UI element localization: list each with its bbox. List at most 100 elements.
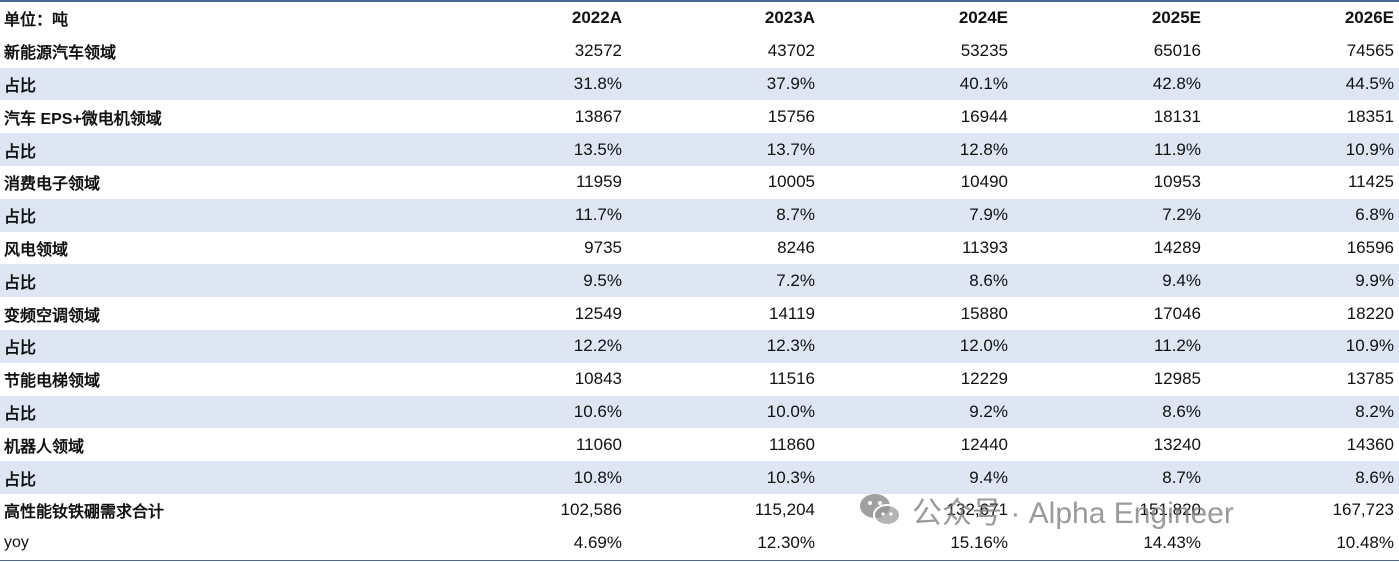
- table-row: 占比 9.5% 7.2% 8.6% 9.4% 9.9%: [0, 264, 1399, 298]
- cell: 15.16%: [950, 533, 1008, 553]
- row-label: 节能电梯领域: [4, 373, 101, 391]
- cell: 7.2%: [1162, 205, 1201, 225]
- table-row: 新能源汽车领域 32572 43702 53235 65016 74565: [0, 35, 1399, 68]
- cell: 17046: [1153, 303, 1201, 323]
- row-label: 占比: [4, 209, 37, 227]
- table-row: 汽车 EPS+微电机领域 13867 15756 16944 18131 18351: [0, 100, 1399, 133]
- cell: 4.69%: [573, 533, 622, 553]
- cell: 151,820: [1139, 500, 1201, 520]
- cell: 10953: [1153, 172, 1201, 192]
- cell: 11.2%: [1154, 336, 1201, 356]
- cell: 12.3%: [766, 336, 815, 356]
- cell: 8246: [777, 237, 815, 257]
- cell: 13.7%: [766, 139, 815, 159]
- row-label: 占比: [4, 274, 37, 292]
- table-row: yoy 4.69% 12.30% 15.16% 14.43% 10.48%: [0, 527, 1399, 561]
- watermark-text: 公众号 · Alpha Engineer: [912, 497, 1234, 530]
- cell: 2026E: [1344, 8, 1394, 28]
- cell: 11.9%: [1154, 139, 1201, 159]
- cell: 11516: [768, 369, 815, 389]
- cell: 43702: [767, 41, 815, 61]
- cell: 7.2%: [776, 270, 815, 290]
- cell: 2022A: [571, 8, 622, 28]
- table-row: 占比 11.7% 8.7% 7.9% 7.2% 6.8%: [0, 198, 1399, 232]
- cell: 8.6%: [1355, 467, 1394, 487]
- row-label: 变频空调领域: [4, 307, 101, 325]
- cell: 32572: [574, 41, 622, 61]
- row-label: 占比: [4, 405, 37, 423]
- cell: 132,671: [946, 500, 1008, 520]
- cell: 15756: [767, 106, 815, 126]
- cell: 8.2%: [1355, 401, 1394, 421]
- cell: 12440: [960, 434, 1008, 454]
- table-row: 变频空调领域 12549 14119 15880 17046 18220: [0, 297, 1399, 330]
- watermark: 公众号 · Alpha Engineer: [858, 488, 1234, 532]
- table-row: 占比 12.2% 12.3% 12.0% 11.2% 10.9%: [0, 329, 1399, 363]
- row-label: 机器人领域: [4, 438, 85, 456]
- cell: 44.5%: [1345, 73, 1394, 93]
- cell: 10.9%: [1345, 336, 1394, 356]
- cell: 14360: [1346, 434, 1394, 454]
- cell: 12.8%: [959, 139, 1008, 159]
- row-label: yoy: [4, 534, 29, 552]
- cell: 8.6%: [1162, 401, 1201, 421]
- table-row: 占比 31.8% 37.9% 40.1% 42.8% 44.5%: [0, 67, 1399, 101]
- cell: 14119: [768, 303, 815, 323]
- cell: 10005: [767, 172, 815, 192]
- cell: 115,204: [754, 500, 815, 520]
- cell: 11959: [575, 172, 622, 192]
- cell: 9.4%: [969, 467, 1008, 487]
- cell: 11393: [961, 237, 1008, 257]
- cell: 8.7%: [1162, 467, 1201, 487]
- cell: 42.8%: [1152, 73, 1201, 93]
- row-label: 占比: [4, 77, 37, 95]
- cell: 10.8%: [573, 467, 622, 487]
- cell: 13867: [574, 106, 622, 126]
- cell: 18131: [1153, 106, 1201, 126]
- cell: 9.2%: [969, 401, 1008, 421]
- cell: 12229: [960, 369, 1008, 389]
- row-label: 新能源汽车领域: [4, 45, 117, 63]
- cell: 65016: [1153, 41, 1201, 61]
- cell: 12.2%: [573, 336, 622, 356]
- cell: 10.48%: [1336, 533, 1394, 553]
- table-row: 高性能钕铁硼需求合计 102,586 115,204 132,671 151,820 16…: [0, 494, 1399, 527]
- cell: 10.6%: [573, 401, 622, 421]
- cell: 13240: [1153, 434, 1201, 454]
- cell: 37.9%: [766, 73, 815, 93]
- cell: 2024E: [958, 8, 1008, 28]
- cell: 10.0%: [766, 401, 815, 421]
- cell: 12.0%: [959, 336, 1008, 356]
- cell: 8.7%: [776, 205, 815, 225]
- row-label: 占比: [4, 471, 37, 489]
- cell: 9.5%: [583, 270, 622, 290]
- cell: 12.30%: [757, 533, 815, 553]
- cell: 10490: [960, 172, 1008, 192]
- row-label: 消费电子领域: [4, 176, 101, 194]
- cell: 10.9%: [1345, 139, 1394, 159]
- cell: 10.3%: [766, 467, 815, 487]
- table-row: 占比 10.8% 10.3% 9.4% 8.7% 8.6%: [0, 461, 1399, 494]
- cell: 15880: [960, 303, 1008, 323]
- cell: 167,723: [1332, 500, 1394, 520]
- cell: 11860: [768, 434, 815, 454]
- cell: 12985: [1153, 369, 1201, 389]
- table-row: 单位：吨 2022A 2023A 2024E 2025E 2026E: [0, 2, 1399, 35]
- table-row: 占比 10.6% 10.0% 9.2% 8.6% 8.2%: [0, 395, 1399, 429]
- cell: 74565: [1346, 41, 1394, 61]
- wechat-icon: [860, 494, 901, 526]
- cell: 9.9%: [1355, 270, 1394, 290]
- cell: 12549: [574, 303, 622, 323]
- table-row: 占比 13.5% 13.7% 12.8% 11.9% 10.9%: [0, 133, 1399, 166]
- row-label: 占比: [4, 143, 37, 161]
- cell: 9735: [584, 237, 622, 257]
- cell: 6.8%: [1355, 205, 1394, 225]
- cell: 2023A: [764, 8, 815, 28]
- cell: 13785: [1346, 369, 1394, 389]
- cell: 18220: [1346, 303, 1394, 323]
- cell: 7.9%: [969, 205, 1008, 225]
- cell: 18351: [1346, 106, 1394, 126]
- cell: 11.7%: [575, 205, 622, 225]
